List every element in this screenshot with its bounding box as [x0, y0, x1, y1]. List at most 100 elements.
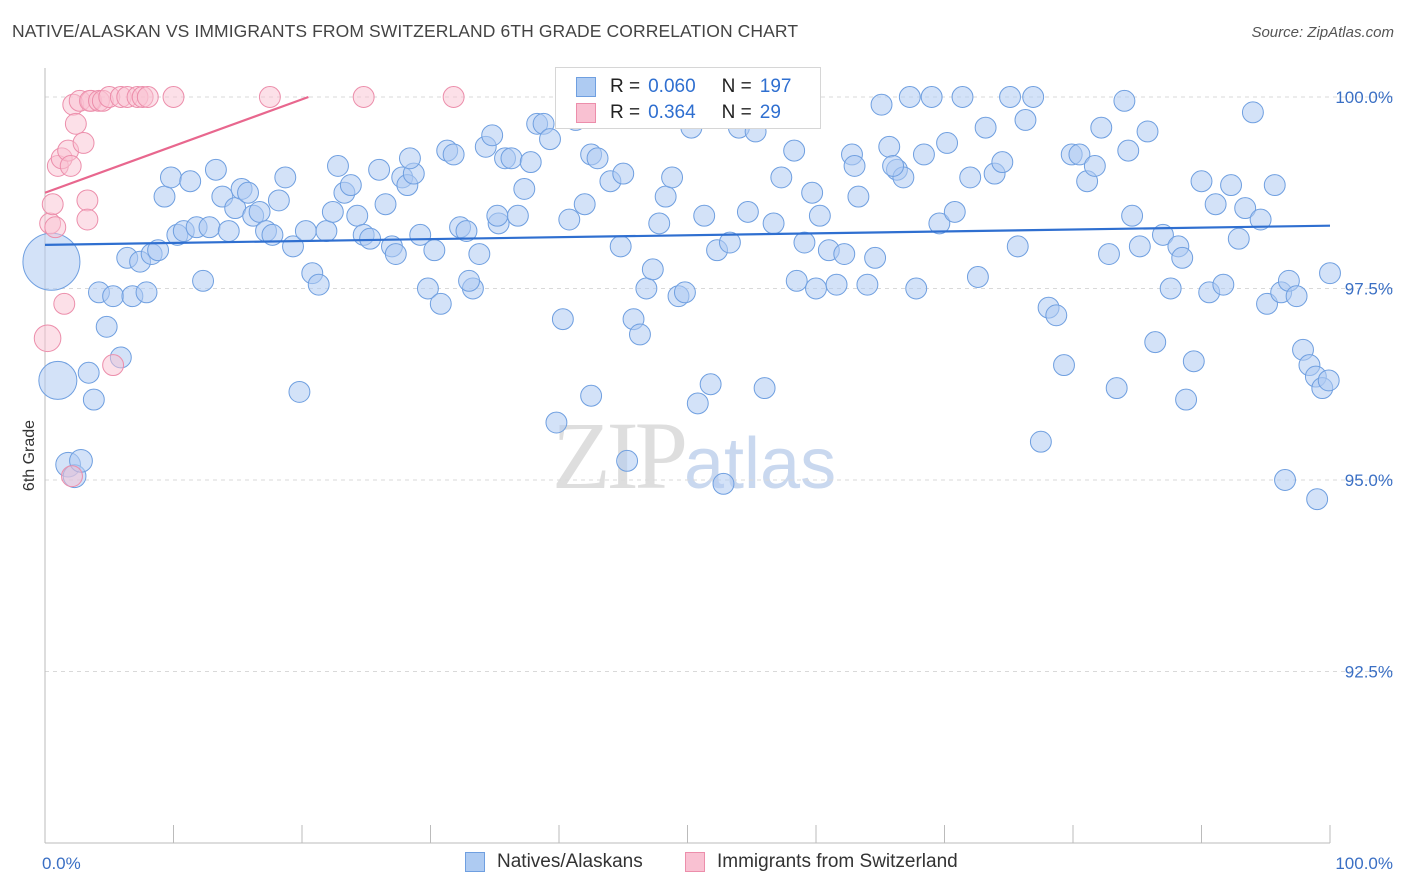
point-natives	[870, 93, 893, 116]
point-natives	[1022, 86, 1045, 108]
point-natives	[204, 158, 227, 181]
point-natives	[153, 185, 176, 208]
point-natives	[1317, 369, 1340, 392]
point-natives	[693, 204, 716, 227]
point-natives	[506, 204, 529, 227]
point-natives	[384, 243, 407, 265]
point-natives	[586, 147, 609, 170]
point-natives	[905, 277, 928, 300]
point-natives	[267, 189, 290, 212]
point-natives	[368, 158, 391, 181]
point-natives	[468, 243, 491, 265]
natives-n-label: N =	[721, 76, 752, 97]
point-natives	[966, 266, 989, 288]
point-natives	[192, 269, 215, 292]
x-tick-label-min: 0.0%	[42, 854, 81, 873]
swiss-r-label: R =	[610, 102, 641, 123]
point-natives	[95, 315, 118, 338]
y-tick-label: 100.0%	[1335, 88, 1393, 107]
point-natives	[991, 151, 1014, 174]
point-natives	[801, 181, 824, 204]
point-natives	[847, 185, 870, 208]
point-natives	[1029, 430, 1052, 453]
point-natives	[1136, 120, 1159, 143]
point-swiss	[76, 208, 99, 231]
point-natives	[1068, 143, 1091, 166]
point-natives	[1234, 197, 1257, 220]
point-natives	[1117, 139, 1140, 162]
point-swiss	[76, 189, 99, 212]
point-swiss	[442, 86, 465, 108]
stats-legend: R = 0.060 N = 197 R = 0.364 N = 29	[555, 67, 821, 129]
swiss-r-value: 0.364	[648, 102, 696, 123]
point-natives	[718, 231, 741, 254]
point-natives	[1212, 273, 1235, 296]
point-natives	[878, 135, 901, 158]
point-natives	[346, 204, 369, 227]
point-natives	[833, 243, 856, 265]
stats-row-natives: R = 0.060 N = 197	[576, 74, 791, 100]
point-natives	[294, 220, 317, 243]
point-natives	[936, 132, 959, 154]
swiss-n-label: N =	[721, 102, 752, 123]
point-natives	[1306, 488, 1329, 511]
point-natives	[217, 220, 240, 243]
point-natives	[1263, 174, 1286, 197]
point-natives	[486, 204, 509, 227]
point-natives	[882, 154, 905, 177]
y-axis-title: 6th Grade	[21, 420, 38, 491]
point-natives	[442, 143, 465, 166]
point-natives	[920, 86, 943, 108]
point-natives	[359, 227, 382, 250]
point-natives	[558, 208, 581, 231]
point-natives	[573, 193, 596, 216]
point-natives	[912, 143, 935, 166]
point-swiss	[136, 86, 159, 108]
point-natives	[1190, 170, 1213, 193]
point-natives	[22, 232, 81, 291]
point-natives	[712, 472, 735, 495]
point-natives	[1121, 204, 1144, 227]
axis-labels: 100.0% 97.5% 95.0% 92.5% 0.0% 100.0% 6th Grade	[21, 88, 1393, 873]
point-natives	[805, 277, 827, 300]
natives-swatch	[576, 77, 596, 97]
legend-swiss-swatch	[685, 852, 705, 872]
stats-row-swiss: R = 0.364 N = 29	[576, 100, 781, 126]
point-natives	[1083, 154, 1106, 177]
point-natives	[1319, 262, 1341, 285]
point-natives	[1227, 227, 1250, 250]
x-tick-label-max: 100.0%	[1335, 854, 1393, 873]
point-natives	[416, 277, 439, 300]
y-tick-label: 95.0%	[1345, 471, 1393, 490]
point-natives	[1090, 116, 1113, 139]
point-natives	[928, 212, 951, 235]
point-natives	[654, 185, 677, 208]
point-natives	[864, 246, 887, 269]
point-natives	[102, 285, 125, 308]
point-natives	[843, 154, 866, 177]
point-natives	[539, 128, 561, 151]
point-natives	[248, 200, 271, 223]
point-natives	[1159, 277, 1182, 300]
point-natives	[38, 360, 78, 400]
trend-line-swiss	[44, 95, 309, 194]
trend-line-natives	[44, 224, 1331, 246]
point-natives	[1098, 243, 1120, 265]
natives-r-value: 0.060	[648, 76, 696, 97]
point-natives	[793, 231, 816, 254]
point-natives	[159, 166, 182, 189]
point-natives	[1152, 223, 1174, 246]
point-natives	[237, 181, 259, 204]
point-swiss	[72, 132, 95, 154]
legend-swiss-label: Immigrants from Switzerland	[717, 851, 958, 872]
point-natives	[770, 166, 793, 189]
point-natives	[825, 273, 848, 296]
point-natives	[943, 200, 966, 223]
point-natives	[198, 216, 221, 239]
point-natives	[951, 86, 974, 108]
point-swiss	[44, 216, 67, 239]
point-natives	[429, 292, 452, 315]
point-natives	[686, 392, 709, 415]
point-natives	[959, 166, 982, 189]
chart-title: NATIVE/ALASKAN VS IMMIGRANTS FROM SWITZE…	[12, 21, 799, 41]
